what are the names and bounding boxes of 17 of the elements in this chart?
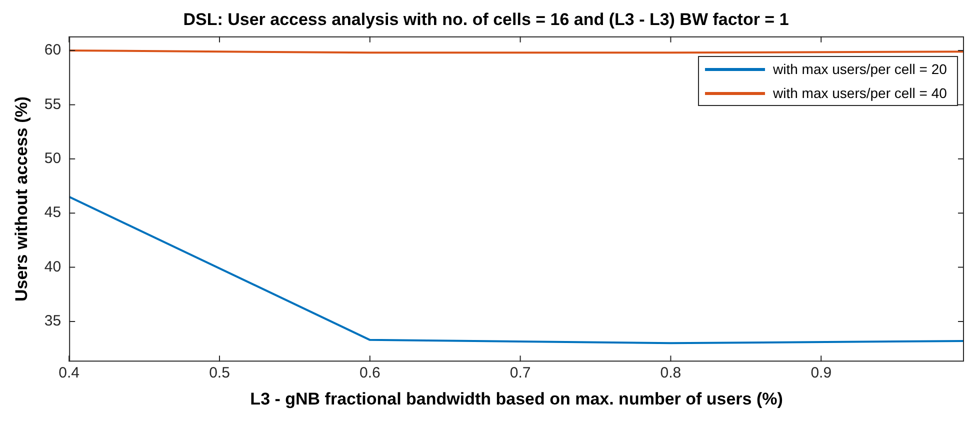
y-tick-label: 60 bbox=[44, 42, 62, 59]
legend-label: with max users/per cell = 20 bbox=[773, 60, 947, 80]
y-axis-title: Users without access (%) bbox=[12, 96, 31, 302]
x-tick-label: 0.7 bbox=[510, 364, 531, 382]
x-tick-label: 0.4 bbox=[58, 364, 80, 382]
y-tick-label: 55 bbox=[44, 96, 62, 113]
y-tick-label: 50 bbox=[44, 150, 62, 168]
x-tick-label: 0.8 bbox=[660, 364, 682, 382]
x-axis-title: L3 - gNB fractional bandwidth based on max. number of users (%) bbox=[250, 389, 783, 408]
y-tick-label: 35 bbox=[44, 312, 62, 330]
y-tick-label: 45 bbox=[44, 204, 62, 222]
legend-label: with max users/per cell = 40 bbox=[773, 84, 947, 104]
x-tick-label: 0.6 bbox=[359, 364, 380, 382]
x-tick-label: 0.5 bbox=[209, 364, 230, 382]
chart-title: DSL: User access analysis with no. of cells = 16 and (L3 - L3) BW factor = 1 bbox=[183, 10, 789, 29]
y-tick-label: 40 bbox=[44, 258, 62, 276]
x-tick-label: 0.9 bbox=[810, 364, 832, 382]
